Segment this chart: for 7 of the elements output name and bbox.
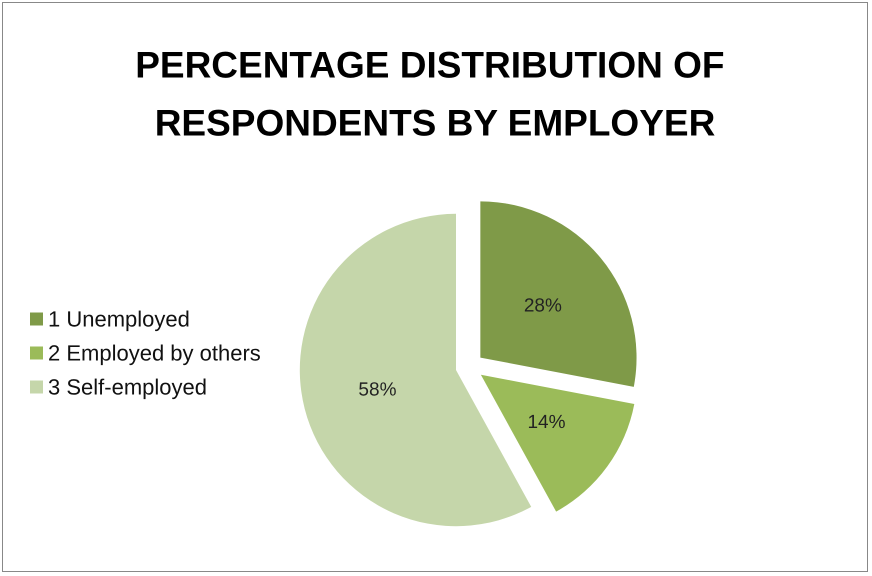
legend-label: 2 Employed by others bbox=[48, 340, 261, 366]
legend-label: 1 Unemployed bbox=[48, 306, 190, 332]
legend-label: 3 Self-employed bbox=[48, 374, 207, 400]
data-label: 58% bbox=[358, 380, 397, 401]
chart-title: PERCENTAGE DISTRIBUTION OF RESPONDENTS BY EMPLOYER bbox=[135, 44, 735, 144]
data-label: 28% bbox=[524, 295, 562, 316]
data-label: 14% bbox=[527, 412, 566, 433]
